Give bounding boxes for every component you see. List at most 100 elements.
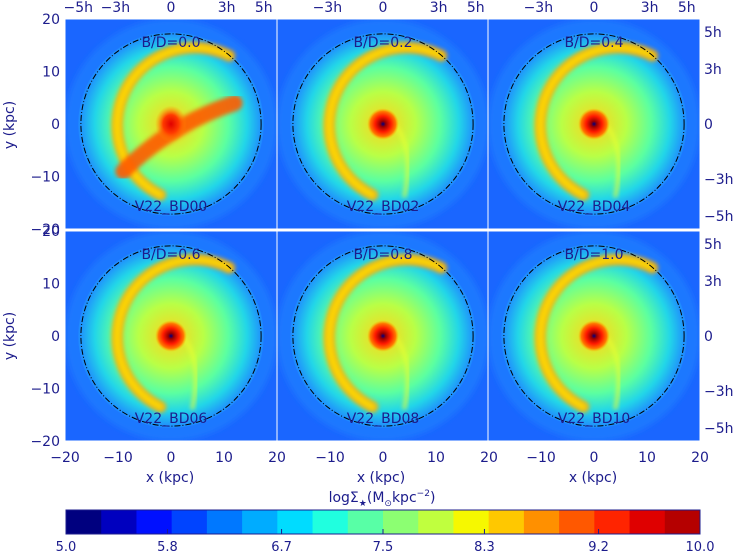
top-tick-label: 0 <box>590 0 599 16</box>
model-label: V22_BD04 <box>558 199 631 215</box>
x-tick-label: 0 <box>167 450 176 466</box>
x-tick-label: −10 <box>103 450 133 466</box>
ratio-label: B/D=0.8 <box>353 247 412 263</box>
model-label: V22_BD06 <box>135 411 208 427</box>
ratio-label: B/D=1.0 <box>564 247 623 263</box>
panel-image <box>65 231 277 441</box>
y-tick-label: 20 <box>42 12 60 28</box>
top-tick-label: 5h <box>467 0 485 16</box>
y-tick-label: 0 <box>51 117 60 133</box>
colorbar-label-sun: ⊙ <box>384 499 392 509</box>
panel-image <box>65 19 277 229</box>
colorbar-label-exponent: −2 <box>417 489 430 499</box>
panel-image <box>488 19 700 229</box>
x-tick-label: 0 <box>590 450 599 466</box>
spiral-arm-ridge <box>326 257 444 410</box>
x-axis-label-1: x (kpc) <box>146 470 194 486</box>
colorbar-label-units-close: ) <box>430 490 435 506</box>
bulge-core <box>367 320 399 352</box>
spiral-arm-ridge <box>537 257 655 410</box>
reference-circle <box>292 245 474 427</box>
x-tick-label: 10 <box>215 450 233 466</box>
colorbar-label-star: ★ <box>359 499 367 509</box>
panel-frame <box>487 230 701 442</box>
right-tick-label: −3h <box>704 172 734 188</box>
x-axis-label-2: x (kpc) <box>357 470 405 486</box>
reference-circle <box>80 245 262 427</box>
top-tick-label: −3h <box>101 0 131 16</box>
top-tick-label: 0 <box>379 0 388 16</box>
colorbar-swatch <box>453 510 490 534</box>
y-tick-label: 0 <box>51 329 60 345</box>
colorbar-swatch <box>664 510 701 534</box>
right-tick-label: −5h <box>704 209 734 225</box>
x-tick-label: 20 <box>691 450 709 466</box>
y-tick-label: 10 <box>42 65 60 81</box>
colorbar-swatch <box>383 510 419 534</box>
spiral-arm-ridge <box>114 257 232 410</box>
model-label: V22_BD08 <box>347 411 420 427</box>
right-tick-label: 0 <box>704 117 713 133</box>
panel-6: B/D=1.0 V22_BD10 <box>487 230 701 442</box>
x-axis-label-3: x (kpc) <box>569 470 617 486</box>
top-tick-label: −5h <box>63 0 93 16</box>
panel-image <box>277 19 489 229</box>
y-tick-label: 20 <box>42 224 60 240</box>
ratio-label: B/D=0.0 <box>141 35 200 51</box>
y-axis-label-top: y (kpc) <box>2 101 18 149</box>
colorbar-label: logΣ★(M⊙kpc−2) <box>329 489 436 509</box>
colorbar-swatch <box>418 510 454 534</box>
right-tick-label: 0 <box>704 329 713 345</box>
bulge-core <box>578 320 610 352</box>
colorbar-swatch <box>629 510 666 534</box>
colorbar-tick-label: 6.7 <box>271 540 292 555</box>
colorbar-swatch <box>206 510 243 534</box>
colorbar-swatch <box>559 510 595 534</box>
colorbar-swatch <box>347 510 384 534</box>
colorbar-tick-label: 5.0 <box>56 540 77 555</box>
colorbar-label-units-open: (M <box>367 490 385 506</box>
colorbar: 5.0 5.8 6.7 7.5 8.3 9.2 10.0 <box>56 509 715 555</box>
top-tick-label: 3h <box>218 0 236 16</box>
colorbar-swatch <box>242 510 278 534</box>
top-tick-label: 5h <box>255 0 273 16</box>
reference-circle <box>292 33 474 215</box>
top-tick-label: −3h <box>524 0 554 16</box>
reference-circle <box>80 33 262 215</box>
colorbar-tick-label: 10.0 <box>686 540 715 555</box>
panel-image <box>277 231 489 441</box>
y-tick-label: −20 <box>30 222 60 238</box>
x-tick-label: −10 <box>526 450 556 466</box>
panel-5: B/D=0.8 V22_BD08 <box>276 230 490 442</box>
y-tick-label: −20 <box>30 434 60 450</box>
axes-layer: −20 −10 0 10 20 −10 0 10 20 −10 0 10 20−5h −3h 0 3h 5h −3… <box>30 0 733 466</box>
ratio-label: B/D=0.4 <box>564 35 623 51</box>
panel-2: B/D=0.2 V22_BD02 <box>276 18 490 230</box>
bulge-core <box>155 105 187 143</box>
reference-circle <box>503 245 685 427</box>
x-tick-label: −20 <box>50 450 80 466</box>
top-tick-label: 3h <box>641 0 659 16</box>
colorbar-swatch <box>101 510 137 534</box>
model-label: V22_BD00 <box>135 199 208 215</box>
colorbar-swatch <box>523 510 560 534</box>
colorbar-swatch <box>594 510 631 534</box>
colorbar-swatch <box>488 510 525 534</box>
ratio-label: B/D=0.2 <box>353 35 412 51</box>
colorbar-swatch <box>171 510 208 534</box>
x-tick-label: 20 <box>268 450 286 466</box>
colorbar-label-quantity: logΣ <box>329 490 359 506</box>
spiral-arm-ridge <box>326 45 444 198</box>
model-label: V22_BD02 <box>347 199 420 215</box>
x-tick-label: 0 <box>379 450 388 466</box>
y-tick-label: −10 <box>30 170 60 186</box>
colorbar-swatch <box>136 510 173 534</box>
y-tick-label: 10 <box>42 277 60 293</box>
y-axis-label-bottom: y (kpc) <box>2 312 18 360</box>
y-tick-label: −10 <box>30 382 60 398</box>
bulge-core <box>578 108 610 140</box>
ratio-label: B/D=0.6 <box>141 247 200 263</box>
colorbar-swatch <box>312 510 349 534</box>
top-tick-label: −3h <box>313 0 343 16</box>
